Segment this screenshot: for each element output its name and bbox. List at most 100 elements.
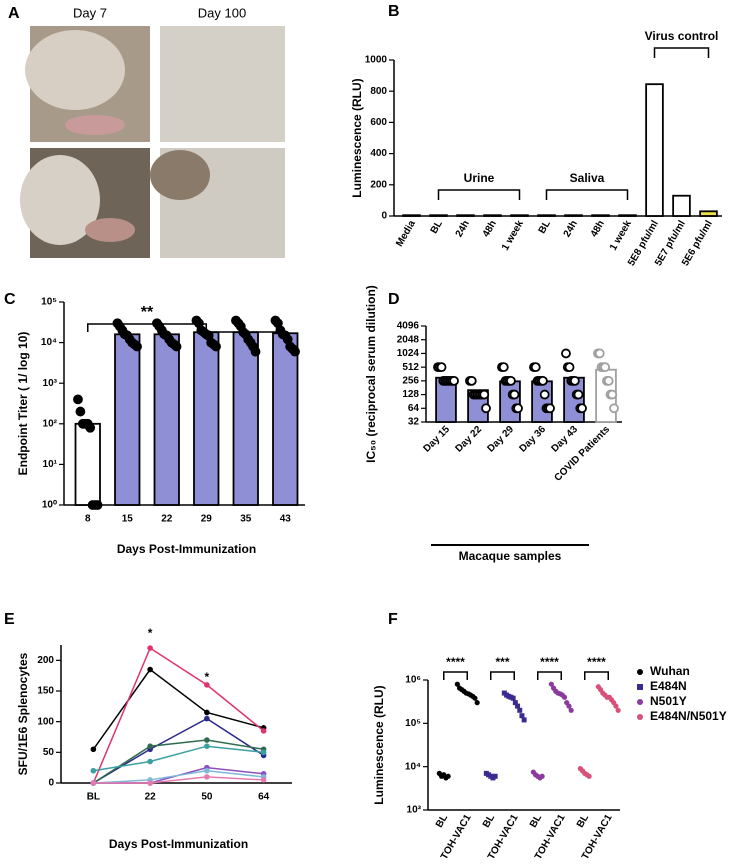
y-tick-label: 1024	[397, 348, 420, 359]
x-tick-label: BL	[537, 219, 553, 236]
y-tick-label: 32	[408, 417, 420, 428]
photo-detail	[150, 150, 210, 200]
data-point	[204, 737, 210, 743]
data-point	[75, 406, 86, 417]
data-point	[569, 375, 580, 386]
data-point	[512, 700, 518, 706]
y-tick-label: 10²	[43, 418, 58, 429]
bar	[402, 214, 421, 217]
series-line	[92, 717, 265, 784]
photo-detail	[85, 218, 135, 242]
data-point	[92, 500, 103, 510]
x-tick-label: BL	[434, 813, 450, 830]
data-point	[204, 682, 210, 688]
data-point	[607, 389, 618, 400]
x-tick-label: 29	[201, 514, 213, 525]
data-point	[577, 403, 587, 414]
y-tick-label: 10³	[43, 378, 58, 389]
legend-label: Wuhan	[650, 664, 690, 678]
y-tick-label: 512	[402, 362, 419, 373]
y-tick-label: 256	[402, 375, 419, 386]
data-point	[90, 767, 97, 774]
y-tick-label: 10³	[407, 805, 422, 816]
y-tick-label: 600	[370, 117, 387, 128]
data-point	[548, 681, 554, 687]
data-point	[474, 700, 480, 706]
x-tick-label: Day 43	[550, 424, 581, 455]
y-tick-label: 800	[370, 86, 387, 97]
y-axis-label: Luminescence (RLU)	[372, 685, 386, 804]
data-point	[498, 362, 509, 373]
annotation: ****	[540, 655, 559, 669]
bracket	[443, 671, 468, 680]
bar	[232, 331, 259, 506]
bar	[510, 214, 529, 217]
series-line	[93, 745, 264, 772]
x-tick-label: Media	[394, 218, 418, 248]
data-point	[204, 709, 210, 716]
annotation: Urine	[464, 171, 495, 185]
y-tick-label: 10⁴	[405, 761, 421, 772]
x-tick-label: 22	[145, 792, 157, 803]
legend-label: N501Y	[650, 694, 687, 708]
y-tick-label: 100	[37, 716, 54, 727]
data-point	[573, 389, 584, 400]
bracket	[126, 331, 286, 340]
data-point	[545, 403, 555, 414]
data-point	[515, 703, 521, 709]
x-tick-label: BL	[575, 813, 591, 830]
legend-marker	[637, 669, 643, 675]
bar	[429, 214, 448, 217]
data-point	[204, 774, 210, 780]
data-point	[530, 362, 541, 373]
x-tick-label: Day 15	[422, 424, 453, 455]
bar	[591, 214, 610, 217]
data-point	[436, 362, 447, 373]
y-tick-label: 200	[370, 179, 387, 190]
x-tick-label: 22	[161, 514, 173, 525]
data-point	[171, 341, 182, 352]
data-point	[517, 707, 523, 713]
data-point	[505, 375, 516, 386]
data-point	[290, 346, 300, 357]
bar	[618, 214, 637, 217]
x-tick-label: 1 week	[500, 218, 526, 252]
data-point	[147, 743, 153, 749]
data-point	[85, 422, 96, 433]
y-tick-label: 10⁰	[42, 500, 57, 511]
data-point	[568, 707, 574, 713]
bracket	[437, 189, 521, 200]
x-tick-label: BL	[87, 792, 100, 803]
x-tick-label: 50	[201, 792, 213, 803]
data-point	[561, 694, 568, 700]
photo-detail	[20, 155, 100, 245]
bracket	[545, 189, 629, 200]
y-tick-label: 10¹	[43, 459, 58, 470]
data-point	[481, 403, 491, 414]
x-tick-label: 48h	[481, 219, 499, 239]
bar	[531, 380, 553, 423]
data-point	[519, 713, 525, 719]
legend-marker	[637, 684, 643, 690]
panel-label: D	[388, 291, 400, 308]
data-point	[466, 375, 477, 386]
bar	[74, 422, 101, 506]
y-tick-label: 64	[408, 403, 420, 414]
panel-label: B	[388, 3, 400, 20]
data-point	[211, 341, 221, 352]
data-point	[479, 389, 490, 400]
x-tick-label: 24h	[454, 219, 472, 239]
data-point	[132, 341, 142, 352]
data-point	[147, 666, 153, 673]
x-axis-label: Days Post-Immunization	[109, 837, 248, 851]
panel-label: E	[4, 611, 15, 628]
series-line	[92, 668, 264, 750]
data-point	[204, 767, 210, 774]
x-tick-label: BL	[528, 813, 544, 830]
x-tick-label: 24h	[562, 219, 580, 239]
bar	[699, 210, 718, 217]
bar	[564, 214, 583, 217]
annotation: **	[141, 304, 154, 321]
data-point	[204, 715, 210, 722]
